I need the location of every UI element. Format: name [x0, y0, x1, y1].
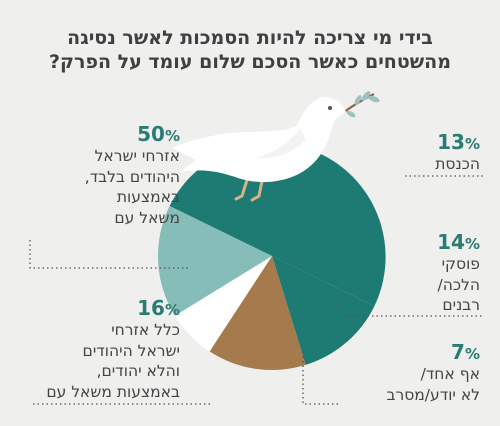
label-jewish-citizens-line-1: אזרחי ישראל [94, 147, 180, 165]
label-jewish-citizens-line-2: היהודים בלבד, [84, 167, 180, 186]
pie-slice-jewish-citizens [169, 142, 386, 306]
label-knesset-line-1: הכנסת [435, 155, 480, 173]
label-rabbis-line-1: פוסקי [441, 255, 480, 273]
pie-slices [158, 142, 386, 370]
label-all-citizens-line-2: ישראל היהודים [82, 341, 180, 360]
pct-none: 7% [451, 340, 480, 364]
label-rabbis-line-3: רבנים [442, 296, 480, 314]
pct-jewish-citizens: 50% [137, 122, 180, 146]
label-none-line-2: לא יודע/מסרב [386, 385, 480, 404]
pie-slice-none [174, 256, 272, 352]
label-block-rabbis: 14% פוסקי הלכה/ רבנים [437, 230, 480, 316]
chart-title: בידי מי צריכה להיות הסמכות לאשר נסיגה מה… [20, 26, 480, 74]
leader-line-none [302, 352, 340, 405]
label-all-citizens-line-3: והלא יהודים, [96, 362, 180, 380]
label-block-all-citizens: 16% כלל אזרחי ישראל היהודים והלא יהודים,… [46, 296, 180, 402]
label-none-line-1: אף אחד/ [420, 365, 480, 383]
leader-line-jewish-citizens [29, 240, 190, 269]
title-line-2: מהשטחים כאשר הסכם שלום עומד על הפרק? [49, 51, 451, 73]
label-block-knesset: 13% הכנסת [435, 130, 480, 175]
pct-knesset: 13% [437, 130, 480, 154]
pie-slice-knesset [272, 256, 375, 365]
dove-icon [172, 91, 380, 202]
label-jewish-citizens-line-3: באמצעות [116, 188, 180, 206]
pie-slice-all-citizens [158, 206, 272, 316]
label-block-none: 7% אף אחד/ לא יודע/מסרב [387, 340, 480, 405]
label-rabbis-line-2: הלכה/ [437, 275, 480, 294]
label-all-citizens-line-1: כלל אזרחי [111, 321, 180, 339]
label-block-jewish-citizens: 50% אזרחי ישראל היהודים בלבד, באמצעות מש… [85, 122, 180, 228]
label-all-citizens-line-4: באמצעות משאל עם [46, 382, 180, 401]
pct-all-citizens: 16% [137, 296, 180, 320]
title-line-1: בידי מי צריכה להיות הסמכות לאשר נסיגה [67, 27, 433, 49]
label-jewish-citizens-line-4: משאל עם [114, 208, 180, 227]
pct-rabbis: 14% [437, 230, 480, 254]
pie-slice-rabbis [209, 256, 306, 370]
leader-lines [29, 175, 484, 405]
